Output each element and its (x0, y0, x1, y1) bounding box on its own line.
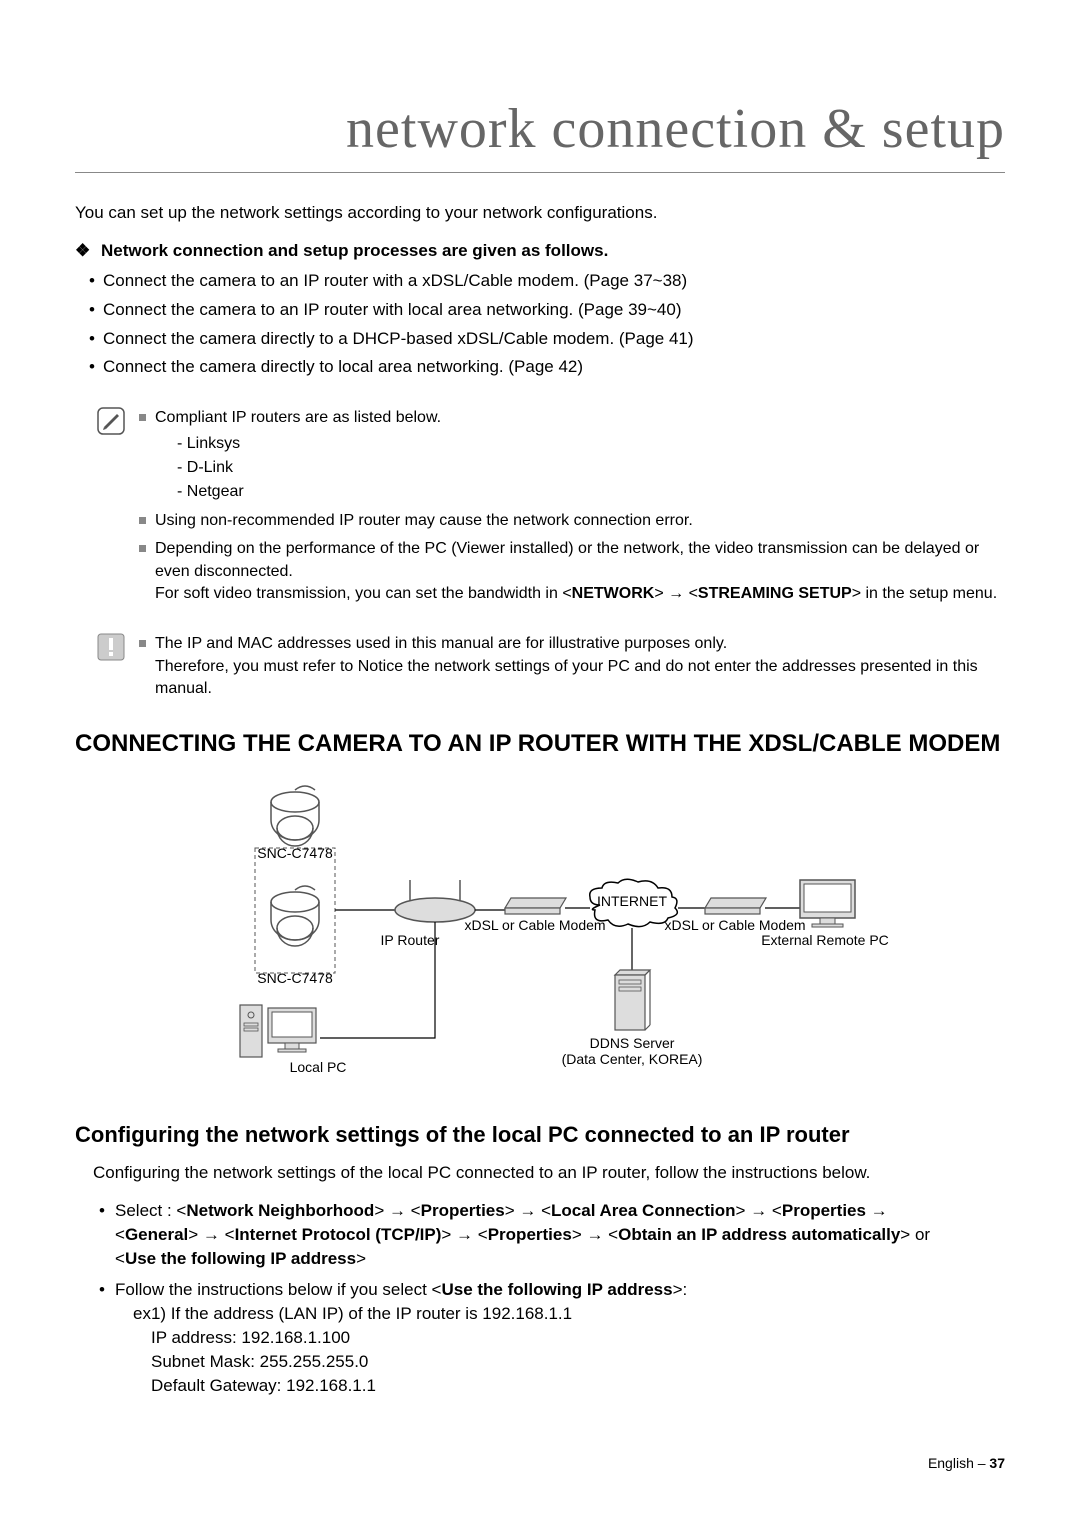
subheading: ❖ Network connection and setup processes… (75, 239, 1005, 263)
bold-text: Use the following IP address (441, 1280, 672, 1299)
router-icon (395, 880, 475, 922)
list-item: Connect the camera directly to local are… (89, 355, 1005, 379)
sublist-item: - D-Link (177, 457, 1005, 479)
list-item: Connect the camera to an IP router with … (89, 298, 1005, 322)
camera-label: SNC-C7478 (257, 970, 333, 986)
text: Follow the instructions below if you sel… (115, 1280, 441, 1299)
camera-label: SNC-C7478 (257, 845, 333, 861)
modem-icon (505, 898, 566, 914)
bold-text: Properties (782, 1201, 866, 1220)
note-text: Compliant IP routers are as listed below… (155, 409, 441, 426)
note-content: Compliant IP routers are as listed below… (139, 407, 1005, 611)
bold-text: STREAMING SETUP (698, 585, 852, 602)
bold-text: Properties (421, 1201, 505, 1220)
footer-lang: English – (928, 1455, 989, 1471)
list-item: Follow the instructions below if you sel… (99, 1278, 1005, 1397)
text: > → < (572, 1225, 618, 1244)
process-list: Connect the camera to an IP router with … (75, 269, 1005, 379)
bold-text: Obtain an IP address automatically (618, 1225, 900, 1244)
subsection-heading: Configuring the network settings of the … (75, 1120, 1005, 1151)
text: > → < (505, 1201, 551, 1220)
note-text: Depending on the performance of the PC (… (155, 540, 979, 579)
note-block-info: Compliant IP routers are as listed below… (75, 407, 1005, 611)
monitor-icon (800, 880, 855, 927)
note-item: Depending on the performance of the PC (… (139, 538, 1005, 605)
pencil-note-icon (97, 407, 125, 435)
text: > or (900, 1225, 930, 1244)
subheading-text: Network connection and setup processes a… (101, 241, 608, 260)
config-list: Select : <Network Neighborhood> → <Prope… (75, 1199, 1005, 1397)
note-text: For soft video transmission, you can set… (155, 585, 572, 602)
pc-icon (240, 1005, 316, 1057)
server-icon (615, 970, 650, 1030)
camera-icon (271, 786, 319, 846)
text: > → < (441, 1225, 487, 1244)
warning-icon (97, 633, 125, 661)
example-line: ex1) If the address (LAN IP) of the IP r… (133, 1302, 1005, 1326)
bold-text: Internet Protocol (TCP/IP) (235, 1225, 442, 1244)
internet-label: INTERNET (597, 893, 667, 909)
router-label: IP Router (381, 932, 440, 948)
list-item: Connect the camera to an IP router with … (89, 269, 1005, 293)
text: >: (673, 1280, 688, 1299)
bold-text: General (125, 1225, 188, 1244)
network-diagram: SNC-C7478 SNC-C7478 IP Router xDSL or Ca… (170, 780, 910, 1097)
note-text: The IP and MAC addresses used in this ma… (155, 635, 727, 652)
note-item: The IP and MAC addresses used in this ma… (139, 633, 1005, 700)
bold-text: Use the following IP address (125, 1249, 356, 1268)
ddns-sub-label: (Data Center, KOREA) (562, 1051, 703, 1067)
modem-icon (705, 898, 766, 914)
text: < (115, 1225, 125, 1244)
sublist-item: - Linksys (177, 433, 1005, 455)
note-item: Compliant IP routers are as listed below… (139, 407, 1005, 504)
page-number: 37 (989, 1455, 1005, 1471)
example-block: ex1) If the address (LAN IP) of the IP r… (115, 1302, 1005, 1397)
remote-pc-label: External Remote PC (761, 932, 889, 948)
ddns-label: DDNS Server (590, 1035, 675, 1051)
local-pc-label: Local PC (290, 1059, 347, 1075)
note-text: Therefore, you must refer to Notice the … (155, 658, 978, 697)
note-item: Using non-recommended IP router may caus… (139, 510, 1005, 532)
list-item: Connect the camera directly to a DHCP-ba… (89, 327, 1005, 351)
page-title: network connection & setup (75, 90, 1005, 173)
note-text: > in the setup menu. (852, 585, 997, 602)
modem-label: xDSL or Cable Modem (464, 917, 605, 933)
bold-text: Network Neighborhood (186, 1201, 374, 1220)
modem-label: xDSL or Cable Modem (664, 917, 805, 933)
subnet-line: Subnet Mask: 255.255.255.0 (151, 1350, 1005, 1374)
ip-line: IP address: 192.168.1.100 (151, 1326, 1005, 1350)
intro-text: You can set up the network settings acco… (75, 201, 1005, 225)
text: Select : < (115, 1201, 186, 1220)
bold-text: Properties (488, 1225, 572, 1244)
sublist-item: - Netgear (177, 481, 1005, 503)
text: > → < (188, 1225, 234, 1244)
config-intro: Configuring the network settings of the … (75, 1161, 1005, 1185)
text: > (356, 1249, 366, 1268)
text: < (115, 1249, 125, 1268)
section-heading: CONNECTING THE CAMERA TO AN IP ROUTER WI… (75, 728, 1005, 759)
list-item: Select : <Network Neighborhood> → <Prope… (99, 1199, 1005, 1270)
note-block-warning: The IP and MAC addresses used in this ma… (75, 633, 1005, 706)
bold-text: Local Area Connection (551, 1201, 736, 1220)
text: → (866, 1201, 888, 1220)
note-text: > → < (654, 585, 698, 602)
page-footer: English – 37 (928, 1454, 1005, 1474)
text: > → < (736, 1201, 782, 1220)
note-content: The IP and MAC addresses used in this ma… (139, 633, 1005, 706)
camera-icon (271, 886, 319, 946)
text: > → < (374, 1201, 420, 1220)
bold-text: NETWORK (572, 585, 655, 602)
diamond-icon: ❖ (75, 239, 90, 263)
example-values: IP address: 192.168.1.100 Subnet Mask: 2… (133, 1326, 1005, 1397)
gateway-line: Default Gateway: 192.168.1.1 (151, 1374, 1005, 1398)
